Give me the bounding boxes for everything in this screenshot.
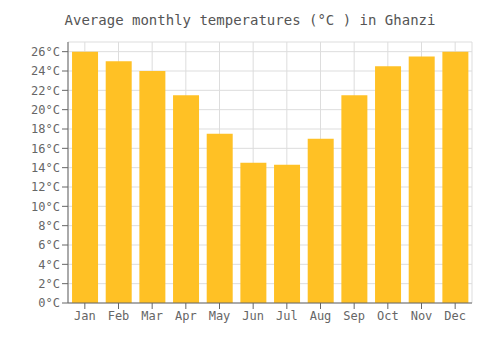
svg-text:Aug: Aug [310, 309, 332, 323]
svg-text:16°C: 16°C [31, 142, 60, 156]
svg-text:24°C: 24°C [31, 64, 60, 78]
html-text:Average monthly temperatures (: Average monthly temperatures (°C ) in Gh… [64, 12, 436, 28]
svg-text:May: May [209, 309, 231, 323]
svg-text:Nov: Nov [411, 309, 433, 323]
svg-text:Mar: Mar [141, 309, 163, 323]
svg-text:18°C: 18°C [31, 122, 60, 136]
svg-text:8°C: 8°C [38, 219, 60, 233]
svg-text:Jul: Jul [276, 309, 298, 323]
svg-text:Jan: Jan [74, 309, 96, 323]
svg-text:10°C: 10°C [31, 200, 60, 214]
svg-text:14°C: 14°C [31, 161, 60, 175]
svg-text:Apr: Apr [175, 309, 197, 323]
svg-text:Sep: Sep [343, 309, 365, 323]
svg-text:2°C: 2°C [38, 277, 60, 291]
svg-text:26°C: 26°C [31, 45, 60, 59]
svg-text:Jun: Jun [242, 309, 264, 323]
svg-text:Feb: Feb [108, 309, 130, 323]
svg-text:6°C: 6°C [38, 238, 60, 252]
svg-text:12°C: 12°C [31, 180, 60, 194]
svg-text:Dec: Dec [444, 309, 466, 323]
svg-text:20°C: 20°C [31, 103, 60, 117]
svg-text:0°C: 0°C [38, 296, 60, 310]
svg-text:22°C: 22°C [31, 84, 60, 98]
svg-text:4°C: 4°C [38, 258, 60, 272]
svg-text:Oct: Oct [377, 309, 399, 323]
